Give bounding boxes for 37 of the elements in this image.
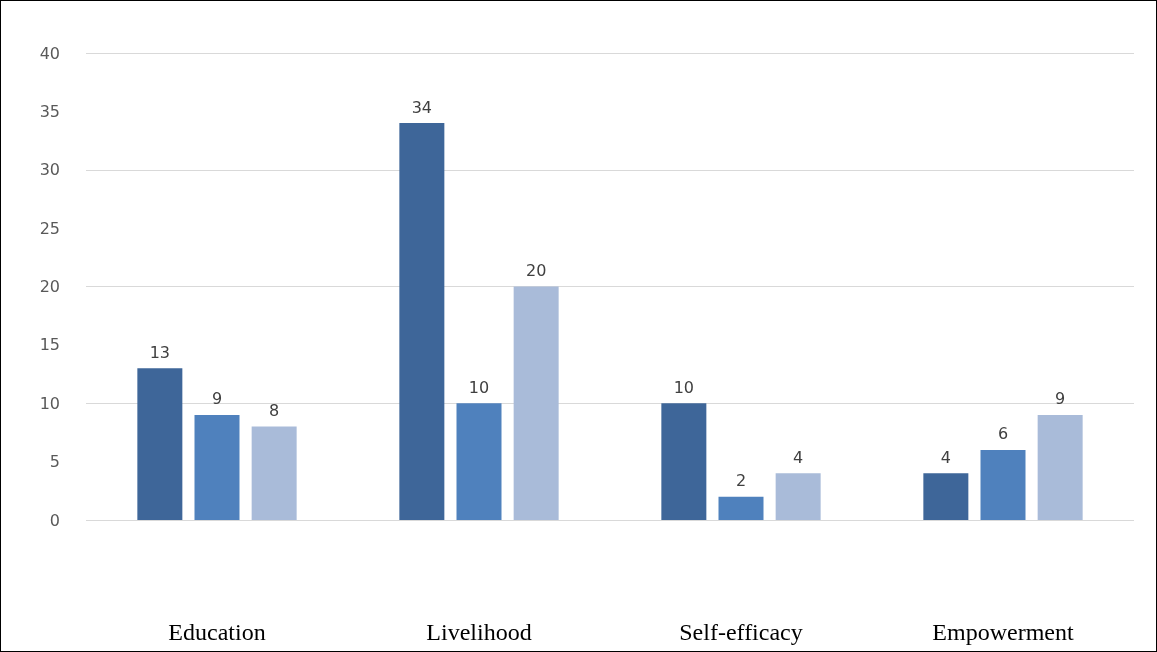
y-tick-label: 0 — [49, 510, 60, 530]
bar — [194, 414, 240, 520]
bar — [775, 473, 821, 520]
bar — [456, 403, 502, 520]
x-tick-label: Self-efficacy — [679, 619, 803, 645]
data-label: 6 — [997, 424, 1009, 444]
bar — [513, 286, 559, 520]
data-label: 34 — [411, 97, 433, 117]
data-label: 4 — [940, 447, 951, 467]
data-label: 9 — [211, 389, 223, 409]
bar — [399, 123, 445, 520]
y-tick-label: 40 — [39, 43, 60, 63]
bar — [923, 473, 969, 520]
y-tick-label: 10 — [39, 393, 60, 413]
data-label: 4 — [793, 447, 804, 467]
y-tick-label: 35 — [39, 101, 60, 121]
bar — [137, 368, 183, 520]
data-label: 10 — [468, 377, 490, 397]
x-tick-label: Education — [168, 619, 266, 645]
data-label: 10 — [673, 377, 695, 397]
bar — [661, 403, 707, 520]
bar — [718, 496, 764, 520]
bar — [1037, 414, 1083, 520]
y-tick-label: 25 — [39, 218, 60, 238]
data-label: 8 — [269, 401, 280, 421]
bar — [251, 426, 297, 520]
data-label: 2 — [735, 471, 747, 491]
x-tick-label: Livelihood — [426, 619, 532, 645]
y-tick-label: 20 — [39, 277, 60, 296]
y-tick-label: 30 — [39, 160, 60, 180]
data-label: 9 — [1055, 389, 1066, 409]
y-tick-label: 15 — [39, 335, 60, 355]
y-tick-label: 5 — [49, 452, 60, 472]
bar — [980, 449, 1026, 520]
data-label: 20 — [525, 261, 547, 280]
x-tick-label: Empowerment — [932, 619, 1074, 645]
data-label: 13 — [149, 342, 171, 362]
